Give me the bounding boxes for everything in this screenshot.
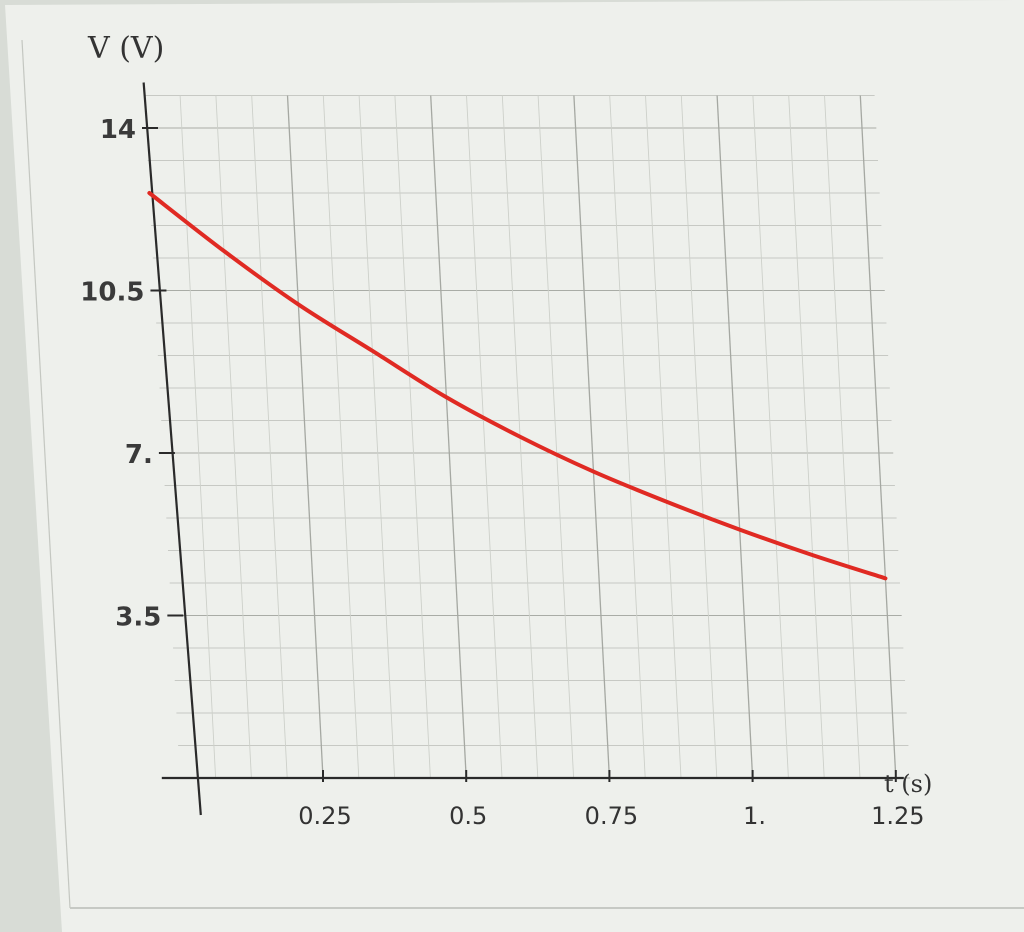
grid-line-vertical bbox=[680, 95, 718, 779]
grid-line-vertical bbox=[358, 95, 396, 779]
grid-line-vertical bbox=[430, 95, 467, 779]
grid-line-vertical bbox=[179, 95, 217, 779]
x-tick-label: 0.75 bbox=[585, 802, 638, 830]
series-group bbox=[147, 191, 888, 581]
series-line-voltage bbox=[147, 191, 888, 581]
grid-line-vertical bbox=[752, 95, 789, 779]
grid-line-vertical bbox=[609, 95, 646, 779]
grid-line-vertical bbox=[573, 95, 611, 779]
x-axis-title: t (s) bbox=[884, 770, 932, 798]
y-axis-title: V (V) bbox=[87, 31, 164, 66]
grid bbox=[144, 94, 911, 779]
grid-line-vertical bbox=[824, 95, 861, 779]
y-axis-line bbox=[142, 82, 202, 816]
grid-line-vertical bbox=[788, 95, 825, 779]
axes bbox=[142, 82, 904, 816]
grid-line-vertical bbox=[215, 95, 252, 779]
grid-line-vertical bbox=[286, 95, 324, 779]
x-tick-label: 1. bbox=[743, 802, 766, 830]
y-tick-label: 10.5 bbox=[80, 278, 144, 308]
paper-edge-left bbox=[21, 39, 71, 909]
y-tick-label: 14 bbox=[100, 115, 136, 145]
labels: 0.25 0.5 0.75 1. 1.25 3.5 7. 10.5 14 bbox=[80, 115, 924, 830]
y-tick-label: 7. bbox=[125, 440, 153, 470]
x-tick-label: 0.25 bbox=[298, 802, 351, 830]
grid-line-vertical bbox=[251, 95, 288, 779]
grid-line-vertical bbox=[645, 95, 682, 779]
grid-line-vertical bbox=[394, 95, 431, 779]
grid-line-vertical bbox=[859, 95, 897, 779]
y-tick-label: 3.5 bbox=[115, 603, 161, 633]
x-tick-label: 0.5 bbox=[449, 802, 487, 830]
grid-line-vertical bbox=[466, 95, 503, 779]
grid-line-vertical bbox=[716, 95, 754, 779]
grid-line-vertical bbox=[537, 95, 575, 779]
x-tick-label: 1.25 bbox=[871, 802, 924, 830]
paper-background bbox=[5, 0, 1024, 932]
grid-line-vertical bbox=[322, 95, 360, 779]
